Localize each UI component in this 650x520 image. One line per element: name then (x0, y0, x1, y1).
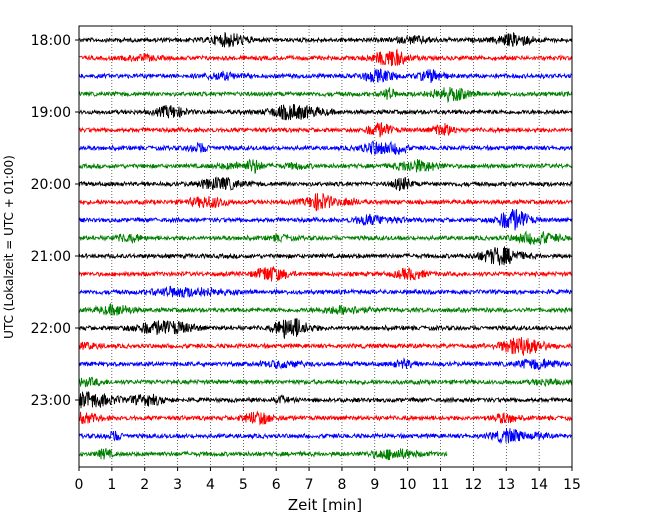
trace-2145 (78, 303, 573, 316)
trace-2315 (78, 410, 573, 426)
y-tick-label-4: 22:00 (31, 321, 71, 337)
y-axis-ticks: 18:00 19:00 20:00 21:00 22:00 23:00 (31, 33, 79, 409)
trace-2215 (78, 337, 573, 356)
x-tick-label-9: 9 (370, 477, 379, 493)
trace-2000 (78, 176, 573, 192)
x-tick-label-0: 0 (75, 477, 84, 493)
trace-2045 (78, 230, 573, 246)
trace-2015 (78, 193, 573, 212)
x-tick-label-3: 3 (173, 477, 182, 493)
y-tick-label-1: 19:00 (31, 105, 71, 121)
y-tick-label-5: 23:00 (31, 393, 71, 409)
y-tick-label-0: 18:00 (31, 33, 71, 49)
trace-2130 (78, 285, 573, 298)
trace-2300 (78, 390, 573, 409)
trace-1845 (78, 86, 573, 104)
x-axis-ticks: 0 1 2 3 4 5 6 7 8 9 10 11 12 13 14 15 (75, 467, 581, 493)
x-tick-label-4: 4 (206, 477, 215, 493)
x-tick-label-1: 1 (107, 477, 116, 493)
trace-1945 (78, 158, 573, 174)
trace-2330 (78, 427, 573, 445)
x-tick-label-8: 8 (337, 477, 346, 493)
trace-1815 (78, 48, 573, 67)
x-tick-label-6: 6 (272, 477, 281, 493)
trace-1915 (78, 122, 573, 138)
y-tick-label-3: 21:00 (31, 249, 71, 265)
trace-2245 (78, 376, 573, 388)
x-tick-label-15: 15 (563, 477, 581, 493)
trace-2030 (78, 208, 573, 231)
x-tick-label-12: 12 (464, 477, 482, 493)
x-tick-label-5: 5 (239, 477, 248, 493)
trace-2230 (78, 357, 573, 371)
trace-2345 (78, 448, 448, 461)
x-tick-label-11: 11 (432, 477, 450, 493)
trace-2100 (78, 246, 573, 266)
trace-1800 (78, 31, 573, 48)
trace-2200 (78, 318, 573, 339)
x-tick-label-2: 2 (140, 477, 149, 493)
trace-1900 (78, 104, 573, 121)
trace-2115 (78, 265, 573, 282)
plot-frame (78, 25, 573, 468)
x-tick-label-7: 7 (305, 477, 314, 493)
x-axis-label: Zeit [min] (288, 496, 362, 514)
x-tick-label-13: 13 (497, 477, 515, 493)
y-tick-label-2: 20:00 (31, 177, 71, 193)
trace-1930 (78, 140, 573, 156)
seismic-traces (78, 31, 573, 461)
x-tick-label-14: 14 (530, 477, 548, 493)
trace-1830 (78, 68, 573, 84)
x-tick-label-10: 10 (399, 477, 417, 493)
y-axis-label: UTC (Lokalzeit = UTC + 01:00) (2, 155, 16, 339)
